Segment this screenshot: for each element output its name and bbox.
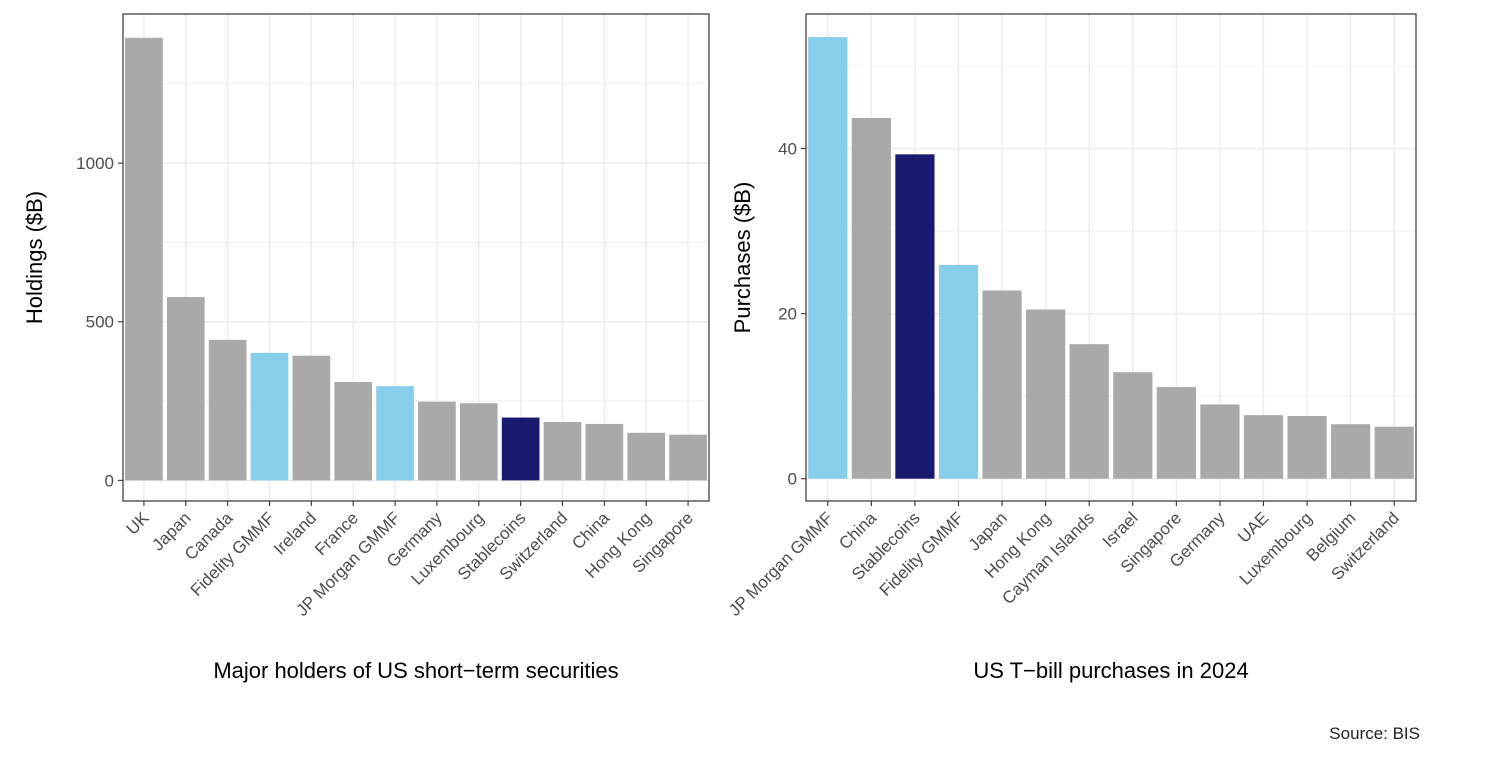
bar-fidelity-gmmf (938, 264, 979, 479)
bar-luxembourg (1287, 415, 1327, 479)
bar-hong-kong (627, 432, 666, 481)
bar-singapore (1156, 387, 1196, 479)
x-tick-label: JP Morgan GMMF (725, 508, 836, 619)
y-tick-label: 20 (778, 305, 797, 324)
bar-stablecoins (501, 417, 540, 481)
x-tick-label: UK (123, 508, 154, 539)
y-tick-label: 40 (778, 140, 797, 159)
panel-border (122, 13, 710, 502)
bar-china (851, 118, 891, 479)
bar-switzerland (543, 422, 582, 481)
bar-japan (166, 296, 205, 481)
bar-cayman-islands (1069, 344, 1109, 479)
bar-germany (418, 401, 456, 481)
x-axis-title: Major holders of US short−term securitie… (213, 658, 618, 683)
y-tick-label: 500 (86, 313, 114, 332)
source-note: Source: BIS (1329, 724, 1420, 743)
x-axis-title: US T−bill purchases in 2024 (973, 658, 1248, 683)
bar-japan (982, 290, 1022, 479)
y-tick-label: 0 (788, 470, 797, 489)
y-tick-label: 1000 (76, 154, 114, 173)
bar-stablecoins (895, 154, 935, 479)
bar-hong-kong (1026, 309, 1066, 479)
bar-canada (208, 339, 247, 481)
bar-china (585, 423, 624, 481)
x-tick-label: Ireland (270, 508, 320, 558)
y-axis-title: Holdings ($B) (22, 191, 47, 324)
bar-luxembourg (459, 403, 498, 481)
bar-belgium (1331, 424, 1371, 479)
bar-jp-morgan-gmmf (808, 37, 848, 479)
bar-uk (125, 37, 163, 481)
x-tick-label: UAE (1234, 508, 1272, 546)
panel-border (805, 13, 1417, 502)
y-axis-title: Purchases ($B) (730, 182, 755, 334)
bar-ireland (292, 355, 331, 481)
y-tick-label: 0 (105, 471, 114, 490)
bar-france (334, 382, 373, 481)
bar-uae (1243, 415, 1284, 479)
bar-israel (1113, 372, 1153, 479)
bar-fidelity-gmmf (250, 352, 289, 481)
bar-singapore (669, 434, 707, 481)
bar-switzerland (1374, 426, 1414, 479)
bar-germany (1200, 404, 1240, 479)
bar-jp-morgan-gmmf (376, 386, 414, 481)
